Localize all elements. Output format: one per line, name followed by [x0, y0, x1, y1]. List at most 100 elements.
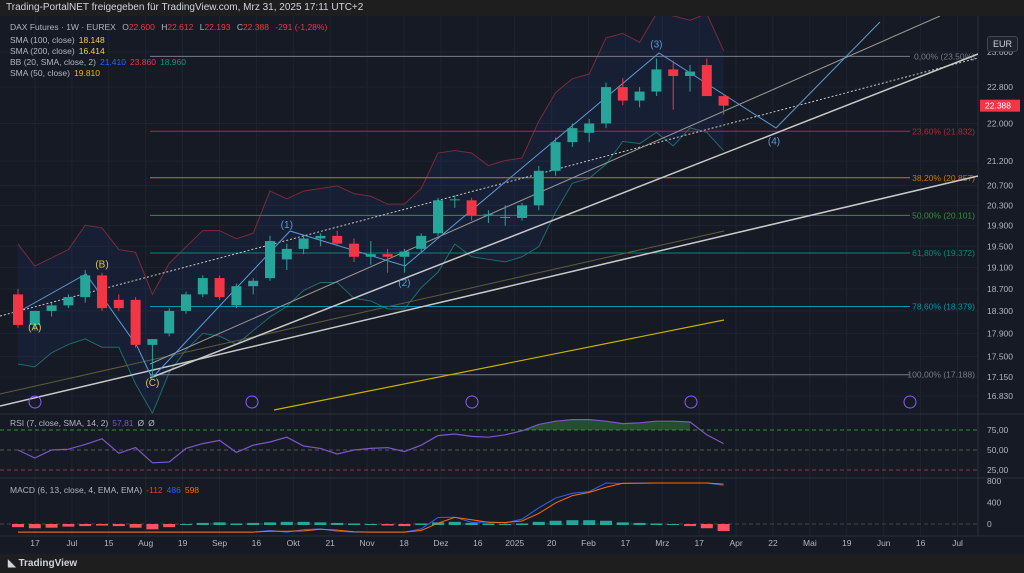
- macd-histogram-bar: [331, 522, 344, 525]
- candle-body: [365, 254, 376, 257]
- candle-body: [584, 123, 595, 133]
- candle-body: [113, 299, 124, 309]
- macd-histogram-bar: [129, 524, 142, 528]
- time-tick: 20: [547, 538, 557, 548]
- candle-body: [617, 87, 628, 101]
- rsi-tick: 50,00: [987, 445, 1009, 455]
- symbol-name: DAX Futures · 1W · EUREX: [10, 22, 116, 32]
- event-icon: [903, 395, 917, 409]
- candle-body: [97, 275, 107, 309]
- time-tick: 17: [694, 538, 704, 548]
- macd-histogram-bar: [146, 524, 159, 530]
- currency-button[interactable]: EUR: [986, 36, 1018, 52]
- candle-body: [550, 142, 561, 171]
- candle-body: [567, 128, 578, 143]
- candle-body: [231, 286, 242, 306]
- trendline-middle: [149, 53, 979, 379]
- candle-body: [416, 235, 427, 249]
- legend-bb[interactable]: BB (20, SMA, close, 2) 21.410 23.860 18.960: [10, 57, 186, 67]
- candle-body: [214, 278, 225, 298]
- macd-histogram-bar: [448, 521, 461, 525]
- price-tick: 22.800: [987, 82, 1013, 92]
- time-tick: Aug: [138, 538, 153, 548]
- price-tick: 23.600: [987, 47, 1013, 57]
- candle-body: [181, 294, 191, 311]
- macd-histogram-bar: [415, 523, 428, 525]
- candle-body: [63, 297, 74, 306]
- wave-label: (3): [650, 40, 662, 51]
- candle-body: [533, 170, 544, 206]
- macd-histogram-bar: [717, 524, 730, 532]
- candle-body: [130, 299, 141, 345]
- rsi-line: [17, 419, 724, 464]
- chart-area[interactable]: 23.600 22.800 22.000 21.200 20.700 20.300 19.9…: [0, 13, 1024, 554]
- macd-tick: 0: [987, 519, 992, 529]
- candle-body: [651, 69, 662, 92]
- macd-histogram-bar: [684, 524, 696, 527]
- macd-histogram-bar: [247, 522, 260, 525]
- candle-body: [399, 251, 410, 257]
- legend-sma100[interactable]: SMA (100, close) 18.148: [10, 35, 105, 45]
- event-icon: [245, 395, 259, 409]
- legend-rsi[interactable]: RSI (7, close, SMA, 14, 2) 57,81 Ø Ø: [10, 418, 155, 428]
- candle-body: [483, 214, 494, 216]
- candle-body: [668, 69, 679, 77]
- macd-tick: 800: [987, 476, 1001, 486]
- time-tick: 21: [325, 538, 335, 548]
- price-tick: 20.700: [987, 180, 1013, 190]
- price-tick: 19.100: [987, 262, 1013, 272]
- time-tick: Apr: [729, 538, 742, 548]
- price-tick: 18.700: [987, 284, 1013, 294]
- macd-histogram-bar: [516, 523, 528, 525]
- wave-label: (1): [281, 220, 293, 231]
- symbol-legend: DAX Futures · 1W · EUREX O22.600 H22.612…: [10, 22, 331, 32]
- time-tick: 16: [252, 538, 262, 548]
- candle-body: [701, 65, 712, 97]
- time-tick: 17: [30, 538, 40, 548]
- time-tick: 15: [104, 538, 114, 548]
- macd-histogram-bar: [583, 520, 596, 525]
- candle-body: [517, 205, 527, 218]
- sma100-line: [273, 319, 725, 411]
- time-tick: 19: [178, 538, 188, 548]
- candle-body: [197, 278, 208, 295]
- time-tick: Nov: [360, 538, 376, 548]
- macd-histogram-bar: [532, 521, 545, 525]
- event-icon: [684, 395, 698, 409]
- last-price-label: 22.388: [985, 101, 1011, 111]
- chart-canvas[interactable]: 23.600 22.800 22.000 21.200 20.700 20.300 19.9…: [0, 13, 1024, 554]
- share-header: Trading-PortalNET freigegeben für Tradin…: [0, 0, 1024, 16]
- macd-histogram-bar: [297, 521, 310, 525]
- price-tick: 19.500: [987, 241, 1013, 251]
- time-tick: 18: [399, 538, 409, 548]
- candle-body: [298, 238, 309, 249]
- macd-histogram-bar: [381, 524, 394, 526]
- fib-level-label: 23,60% (21.832): [912, 126, 975, 136]
- time-tick: 16: [916, 538, 926, 548]
- legend-sma200[interactable]: SMA (200, close) 16.414: [10, 46, 105, 56]
- price-tick: 21.200: [987, 156, 1013, 166]
- time-tick: Jun: [877, 538, 891, 548]
- time-tick: Dez: [433, 538, 448, 548]
- macd-histogram-bar: [314, 522, 327, 525]
- macd-histogram-bar: [213, 522, 226, 525]
- tradingview-logo[interactable]: ◣ TradingView: [0, 554, 1024, 573]
- price-tick: 16.830: [987, 391, 1013, 401]
- macd-histogram-bar: [12, 524, 24, 528]
- macd-histogram-bar: [180, 524, 192, 525]
- event-icon: [28, 395, 42, 409]
- channel-upper: [149, 15, 941, 365]
- macd-histogram-bar: [112, 524, 125, 527]
- candle-body: [433, 200, 443, 234]
- legend-macd[interactable]: MACD (6, 13, close, 4, EMA, EMA) -112 486 5…: [10, 485, 200, 495]
- candle-body: [601, 87, 611, 124]
- time-tick: 19: [842, 538, 852, 548]
- candle-body: [248, 280, 259, 287]
- legend-sma50[interactable]: SMA (50, close) 19.810: [10, 68, 100, 78]
- candle-body: [13, 294, 23, 325]
- price-tick: 19.900: [987, 221, 1013, 231]
- macd-histogram-bar: [398, 524, 411, 527]
- fib-level-label: 50,00% (20.101): [912, 210, 975, 220]
- ohlc-low: L22.193: [199, 22, 231, 32]
- fib-level-label: 100,00% (17.188): [907, 370, 975, 380]
